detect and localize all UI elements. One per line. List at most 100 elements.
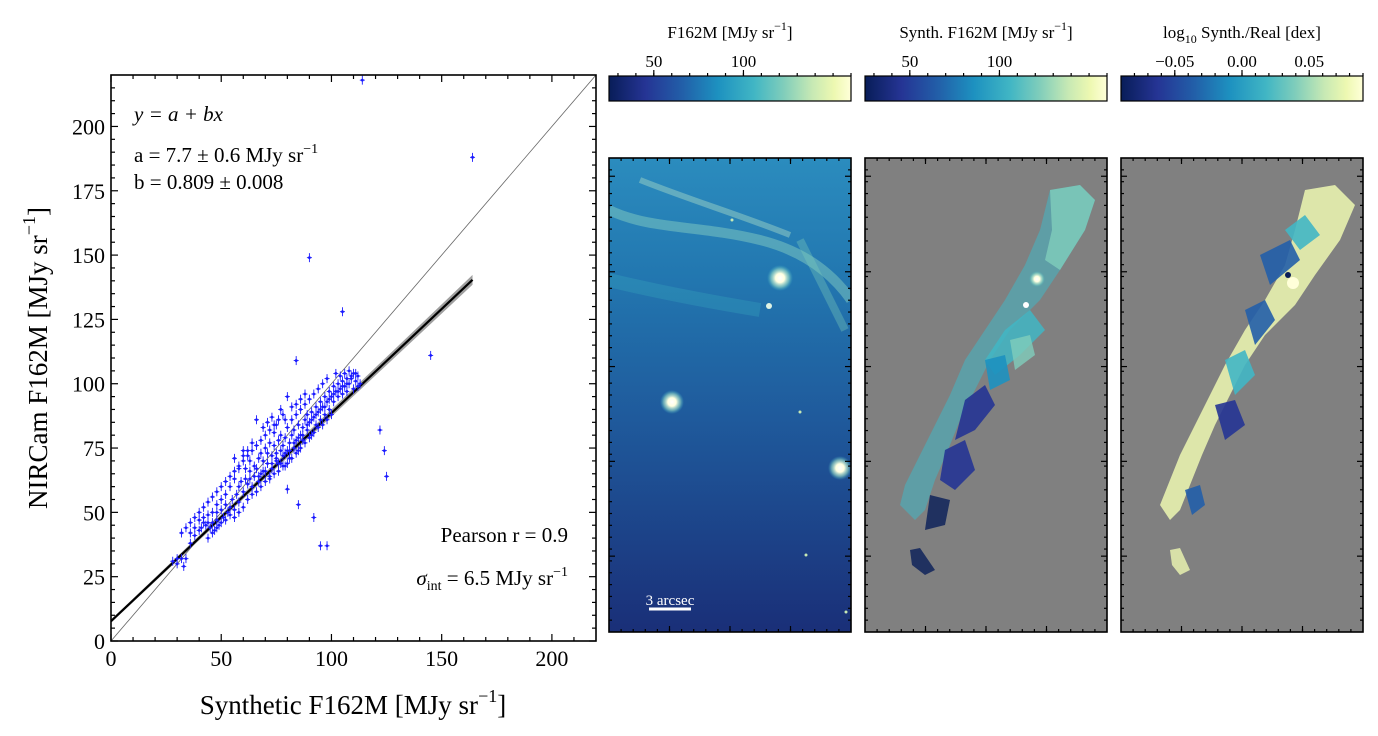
data-point	[231, 453, 237, 463]
synth-f162m-image-panel: Synth. F162M [MJy sr−1] 50 100	[864, 19, 1108, 633]
ratio-image	[1121, 158, 1363, 632]
y-tick-label: 125	[72, 307, 105, 332]
data-point	[333, 368, 339, 378]
y-tick-label: 200	[72, 114, 105, 139]
ratio-colorbar-title: log10 Synth./Real [dex]	[1163, 23, 1321, 46]
data-point	[267, 438, 273, 448]
data-point	[218, 505, 224, 515]
data-point	[302, 389, 308, 399]
data-point	[284, 458, 290, 468]
data-point	[256, 453, 262, 463]
data-point	[223, 500, 229, 510]
data-point	[209, 528, 215, 538]
data-point	[214, 507, 220, 517]
data-point	[229, 495, 235, 504]
data-point	[236, 507, 242, 517]
outlier-point	[324, 541, 330, 551]
data-point	[249, 482, 255, 492]
data-point	[240, 446, 246, 456]
synth-colorbar-title: Synth. F162M [MJy sr−1]	[899, 19, 1072, 42]
data-point	[278, 404, 284, 414]
data-point	[234, 489, 240, 499]
data-point	[227, 482, 233, 492]
data-point	[357, 379, 363, 389]
data-point	[322, 410, 328, 420]
data-point	[311, 428, 317, 438]
data-point	[254, 487, 259, 497]
data-point	[254, 440, 259, 450]
data-point	[262, 430, 268, 440]
data-point	[315, 384, 321, 394]
data-point	[289, 402, 295, 412]
outlier-point	[470, 152, 476, 162]
data-point	[289, 415, 295, 425]
data-point	[335, 379, 341, 389]
data-point	[258, 482, 264, 492]
data-point	[315, 422, 321, 432]
data-point	[280, 440, 286, 450]
data-point	[298, 404, 304, 414]
data-point	[265, 458, 271, 468]
synth-f162m-image	[865, 158, 1107, 632]
data-point	[254, 415, 259, 425]
data-point	[214, 515, 220, 525]
synth-image-ticks	[865, 158, 1107, 632]
colorbar-tick-label: 0.05	[1294, 52, 1324, 71]
data-point	[240, 456, 246, 466]
data-point	[317, 404, 323, 414]
data-point	[324, 374, 330, 384]
data-point	[300, 430, 306, 440]
data-point	[291, 438, 297, 448]
data-point	[231, 513, 237, 523]
data-point	[280, 410, 286, 420]
equation-text: y = a + bx	[132, 102, 224, 126]
data-point	[287, 438, 293, 448]
data-point	[218, 482, 224, 492]
colorbar-tick-label: 100	[987, 52, 1013, 71]
data-point	[260, 422, 266, 432]
y-tick-label: 100	[72, 372, 105, 397]
data-point	[183, 554, 189, 564]
y-tick-label: 75	[83, 436, 105, 461]
y-ticks: 0 25 50 75 100 125 150 175 200	[72, 87, 596, 654]
outlier-point	[311, 513, 317, 523]
outlier-point	[284, 484, 290, 494]
data-point	[344, 386, 350, 396]
data-point	[313, 410, 319, 420]
data-point	[284, 422, 290, 432]
b-coefficient-text: b = 0.809 ± 0.008	[134, 170, 283, 194]
data-point	[192, 523, 198, 533]
data-point	[187, 538, 193, 548]
data-point	[249, 438, 255, 448]
data-point	[214, 487, 220, 497]
data-point	[273, 453, 279, 463]
data-point	[179, 528, 185, 538]
scatter-panel: 0 50 100 150 200 0 25 50 75 100 125 150 175 200 y = …	[19, 74, 597, 720]
data-point	[236, 482, 242, 492]
data-point	[302, 415, 308, 425]
x-tick-label: 150	[425, 646, 458, 671]
colorbar-tick-label: 0.00	[1227, 52, 1257, 71]
data-point	[174, 554, 180, 564]
data-point	[353, 368, 359, 378]
data-point	[304, 410, 310, 420]
y-tick-label: 175	[72, 179, 105, 204]
data-point	[218, 518, 224, 528]
data-point	[344, 379, 350, 389]
data-point	[245, 451, 251, 461]
data-point	[348, 374, 354, 384]
data-point	[320, 420, 326, 430]
data-point	[231, 505, 237, 515]
data-point	[322, 402, 328, 412]
synth-colorbar-ticks: 50 100	[873, 52, 1108, 76]
colorbar-tick-label: −0.05	[1155, 52, 1194, 71]
data-point	[209, 518, 215, 528]
y-tick-label: 50	[83, 500, 105, 525]
pearson-text: Pearson r = 0.9	[441, 523, 568, 547]
data-point	[306, 433, 312, 443]
data-point	[293, 399, 299, 409]
data-point	[320, 379, 326, 389]
data-point	[282, 448, 288, 458]
data-point	[313, 402, 319, 412]
data-point	[326, 404, 332, 414]
